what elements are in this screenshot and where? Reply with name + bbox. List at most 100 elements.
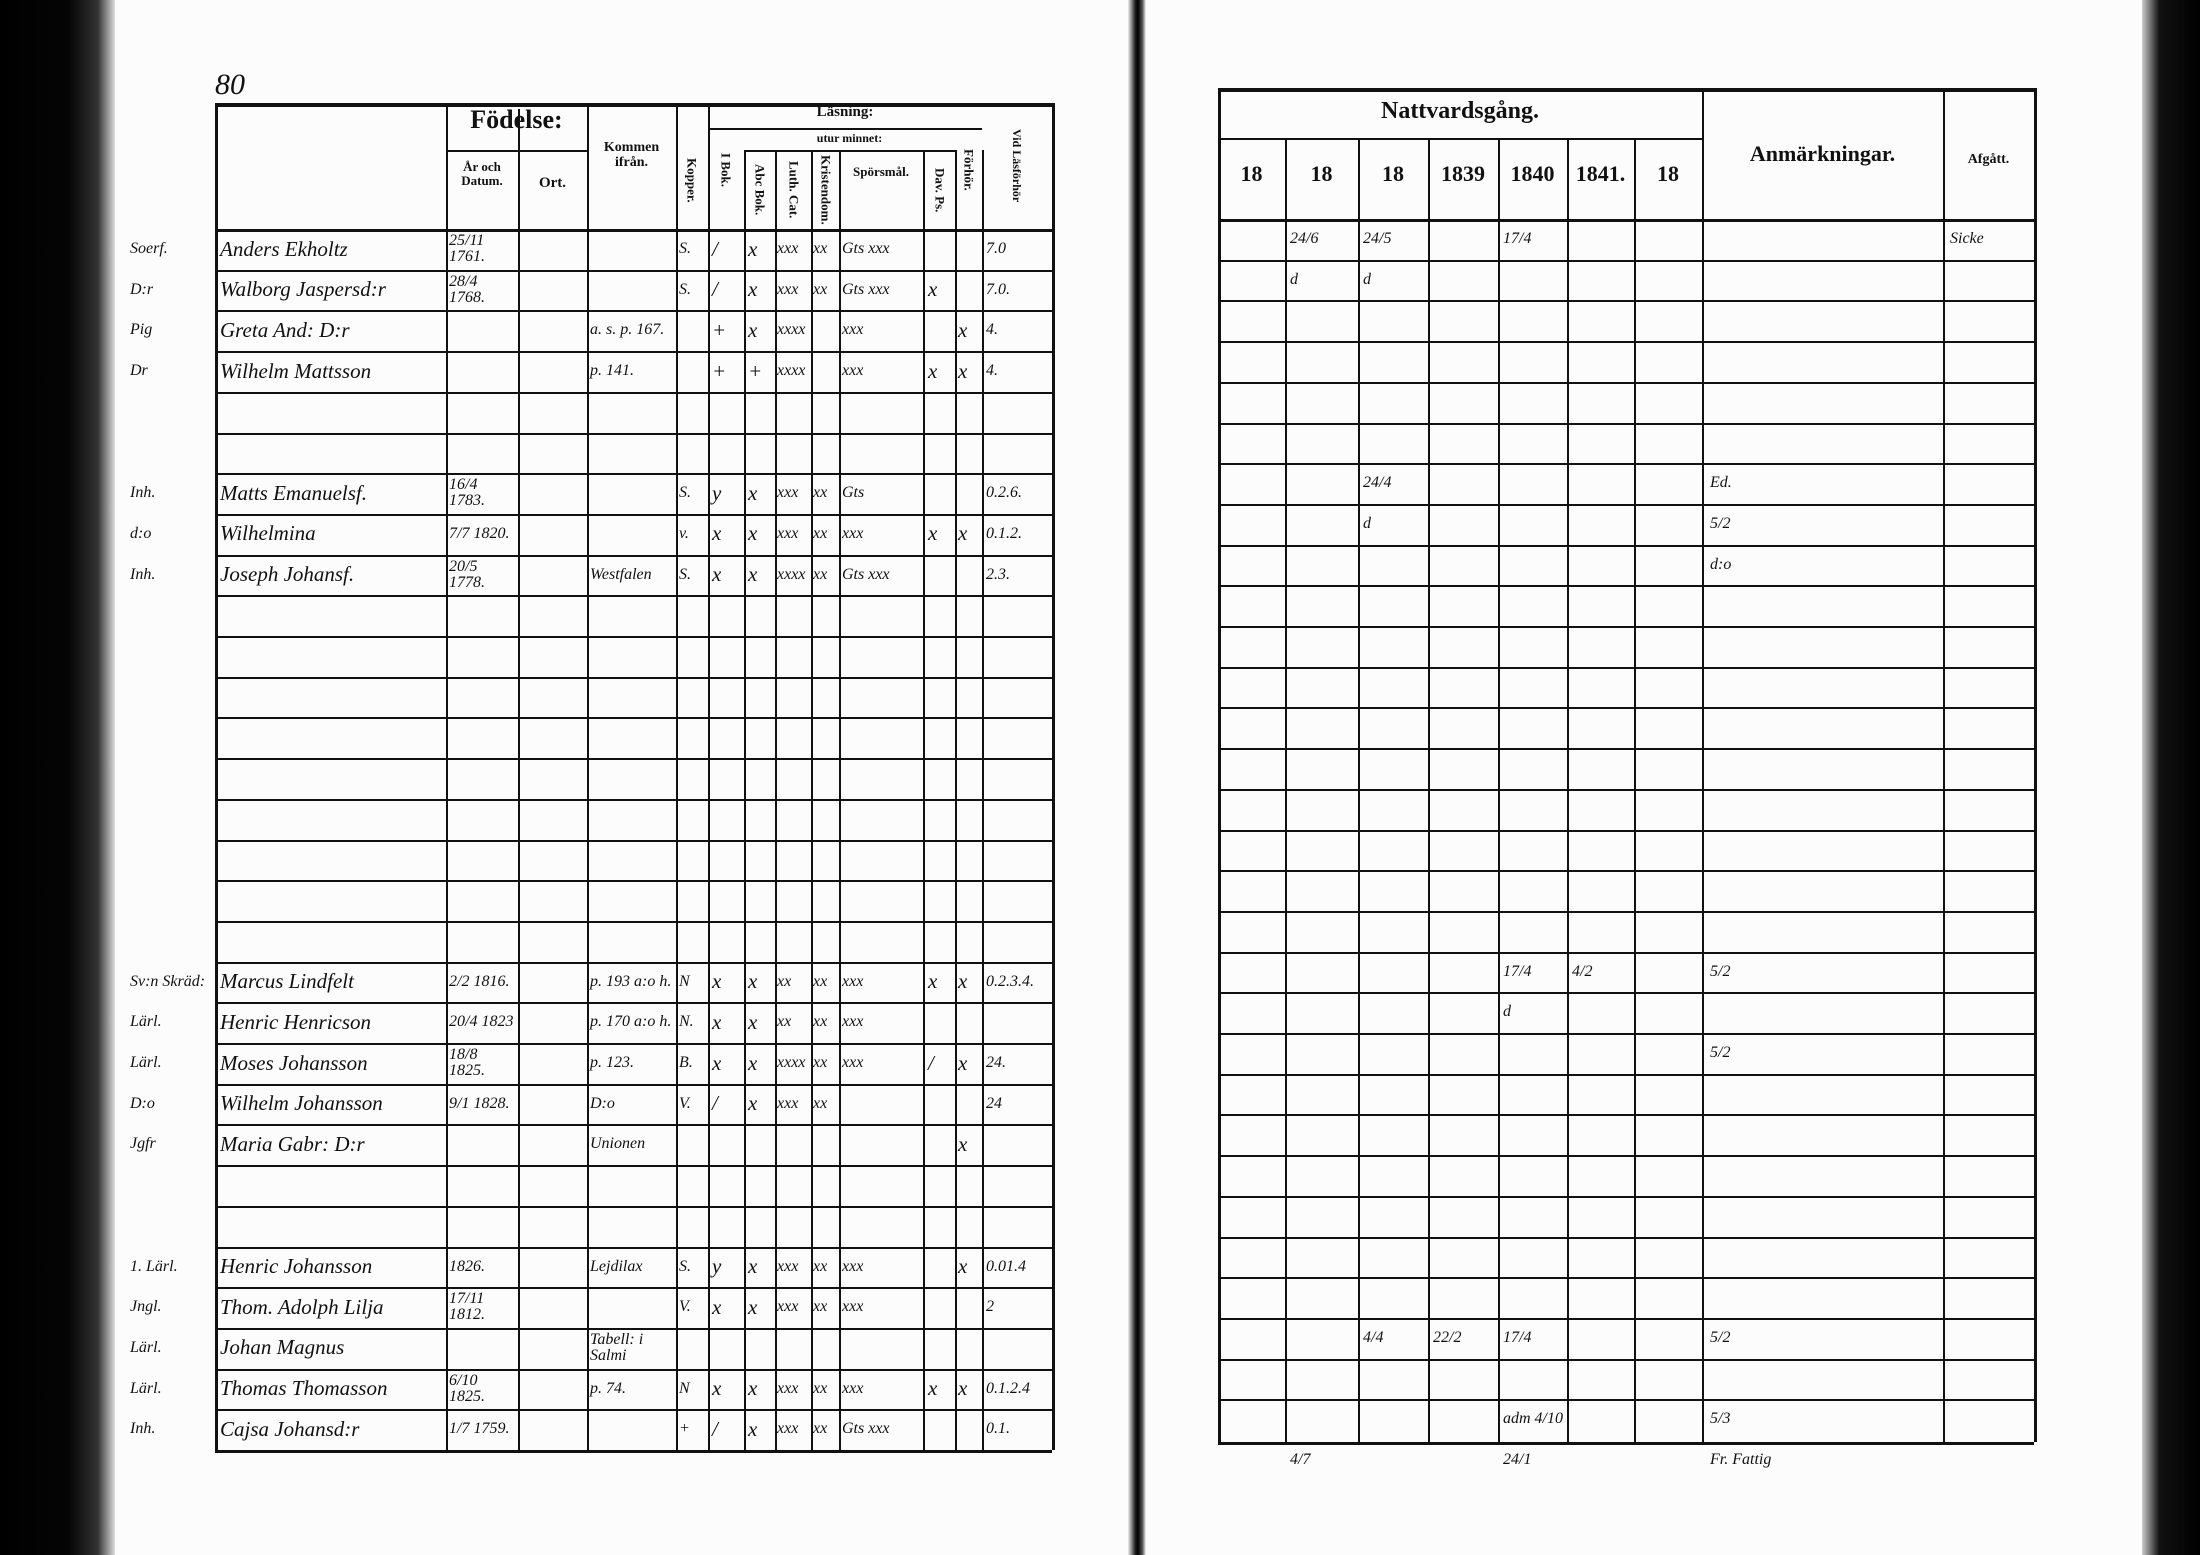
rule-line (1218, 666, 2034, 669)
entry-name: Anders Ekholtz (220, 236, 348, 261)
entry-nattv: 0.1. (986, 1420, 1010, 1438)
entry-abc: x (748, 480, 758, 505)
entry-nattv: 2.3. (986, 565, 1010, 583)
entry-ibok: y (712, 1254, 722, 1278)
entry-luth: xxx (777, 1298, 799, 1316)
header-afgatt: Afgått. (1967, 152, 2010, 167)
entry-krist: xx (813, 565, 828, 583)
entry-luth: xx (777, 1013, 792, 1031)
rule-line (215, 269, 1052, 272)
entry-abc: x (748, 1416, 758, 1441)
rule-line (215, 1043, 1052, 1045)
rule-line (1218, 219, 2034, 222)
communion-date: d (1503, 1003, 1511, 1021)
rule-line (215, 1409, 1052, 1412)
header-anmarkningar: Anmärkningar. (1749, 141, 1896, 166)
entry-from: Westfalen (590, 565, 652, 583)
entry-title: Inh. (130, 484, 156, 502)
header-nattvardsgang: Nattvardsgång. (1380, 98, 1539, 124)
entry-kopper: V. (679, 1094, 691, 1112)
entry-born: 16/4 1783. (449, 476, 485, 510)
header-i-bok: I Bok. (718, 153, 734, 187)
entry-title: Pig (130, 321, 153, 339)
entry-krist: xx (813, 1013, 828, 1031)
column-line (215, 103, 218, 1450)
rule-line (1218, 463, 2034, 466)
entry-title: Dr (130, 362, 148, 380)
remark: 5/2 (1710, 514, 1731, 532)
communion-date: 24/5 (1363, 230, 1392, 247)
entry-title: Lärl. (130, 1379, 162, 1397)
column-line (708, 103, 710, 1450)
communion-date: d (1363, 270, 1371, 288)
communion-date: 4/7 (1290, 1451, 1311, 1468)
entry-title: Lärl. (130, 1054, 162, 1071)
rule-line (1218, 341, 2034, 344)
entry-born: 18/8 1825. (449, 1046, 485, 1079)
entry-name: Maria Gabr: D:r (220, 1131, 365, 1156)
rule-line (215, 1124, 1052, 1127)
entry-title: d:o (130, 524, 152, 542)
entry-spors: Gts xxx (842, 240, 890, 257)
rule-line (215, 1002, 1052, 1005)
rule-line (1218, 300, 2034, 303)
rule-line (215, 1368, 1052, 1371)
rule-line (215, 432, 1052, 435)
header-nattvard: Vid Läsförhör (1010, 128, 1025, 203)
column-line (1702, 88, 1704, 1442)
entry-luth: xxx (777, 484, 799, 502)
entry-luth: xxxx (777, 362, 806, 380)
entry-nattv: 0.2.3.4. (986, 972, 1034, 990)
entry-ibok: y (712, 480, 722, 505)
entry-name: Marcus Lindfelt (220, 969, 354, 994)
entry-kopper: S. (679, 484, 691, 502)
entry-ibok: x (712, 1050, 722, 1075)
column-line (1052, 103, 1055, 1450)
rule-line (215, 676, 1052, 679)
entry-title: Soerf. (130, 240, 168, 257)
header-dav-ps: Dav. Ps. (932, 167, 948, 213)
header-year: 18 (1657, 161, 1679, 186)
communion-date: 4/4 (1363, 1328, 1384, 1346)
entry-spors: Gts xxx (842, 280, 890, 298)
entry-luth: xxx (777, 240, 799, 257)
entry-krist: xx (813, 1420, 828, 1438)
rule-line (215, 103, 1052, 107)
entry-abc: x (748, 1294, 758, 1319)
communion-date: 24/1 (1503, 1451, 1532, 1468)
rule-line (446, 150, 587, 152)
communion-date: 17/4 (1503, 230, 1532, 247)
column-line (676, 103, 678, 1450)
remark: 5/2 (1710, 962, 1731, 980)
entry-luth: xxx (777, 1257, 799, 1275)
entry-nattv: 0.01.4 (986, 1257, 1026, 1275)
entry-ibok: x (712, 1009, 722, 1034)
entry-ibok: x (712, 562, 722, 587)
entry-kopper: S. (679, 565, 691, 583)
rule-line (1218, 707, 2034, 710)
header-forhor: Förhör. (961, 149, 977, 191)
header-lasning: Läsning: (816, 104, 874, 120)
entry-born: 1826. (449, 1257, 485, 1275)
remark: 5/3 (1710, 1410, 1731, 1428)
entry-krist: xx (813, 972, 828, 990)
left-page (115, 0, 1128, 1555)
entry-kopper: N (679, 1379, 690, 1397)
entry-born: 28/4 1768. (449, 272, 485, 306)
rule-line (215, 1246, 1052, 1249)
entry-spors: Gts xxx (842, 1420, 890, 1438)
rule-line (215, 391, 1052, 394)
entry-kopper: + (679, 1420, 690, 1438)
rule-line (215, 636, 1052, 638)
entry-abc: x (748, 969, 758, 994)
header-ort: Ort. (538, 175, 567, 191)
header-year: 18 (1310, 161, 1333, 186)
entry-nattv: 4. (986, 362, 998, 380)
communion-date: d (1363, 514, 1371, 532)
entry-luth: xxx (777, 1379, 799, 1397)
rule-line (215, 1083, 1052, 1086)
remark: 5/2 (1710, 1328, 1731, 1346)
book-gutter (1128, 0, 1146, 1555)
header-luth-cat: Luth. Cat. (786, 161, 802, 219)
entry-luth: xxxx (777, 321, 806, 339)
